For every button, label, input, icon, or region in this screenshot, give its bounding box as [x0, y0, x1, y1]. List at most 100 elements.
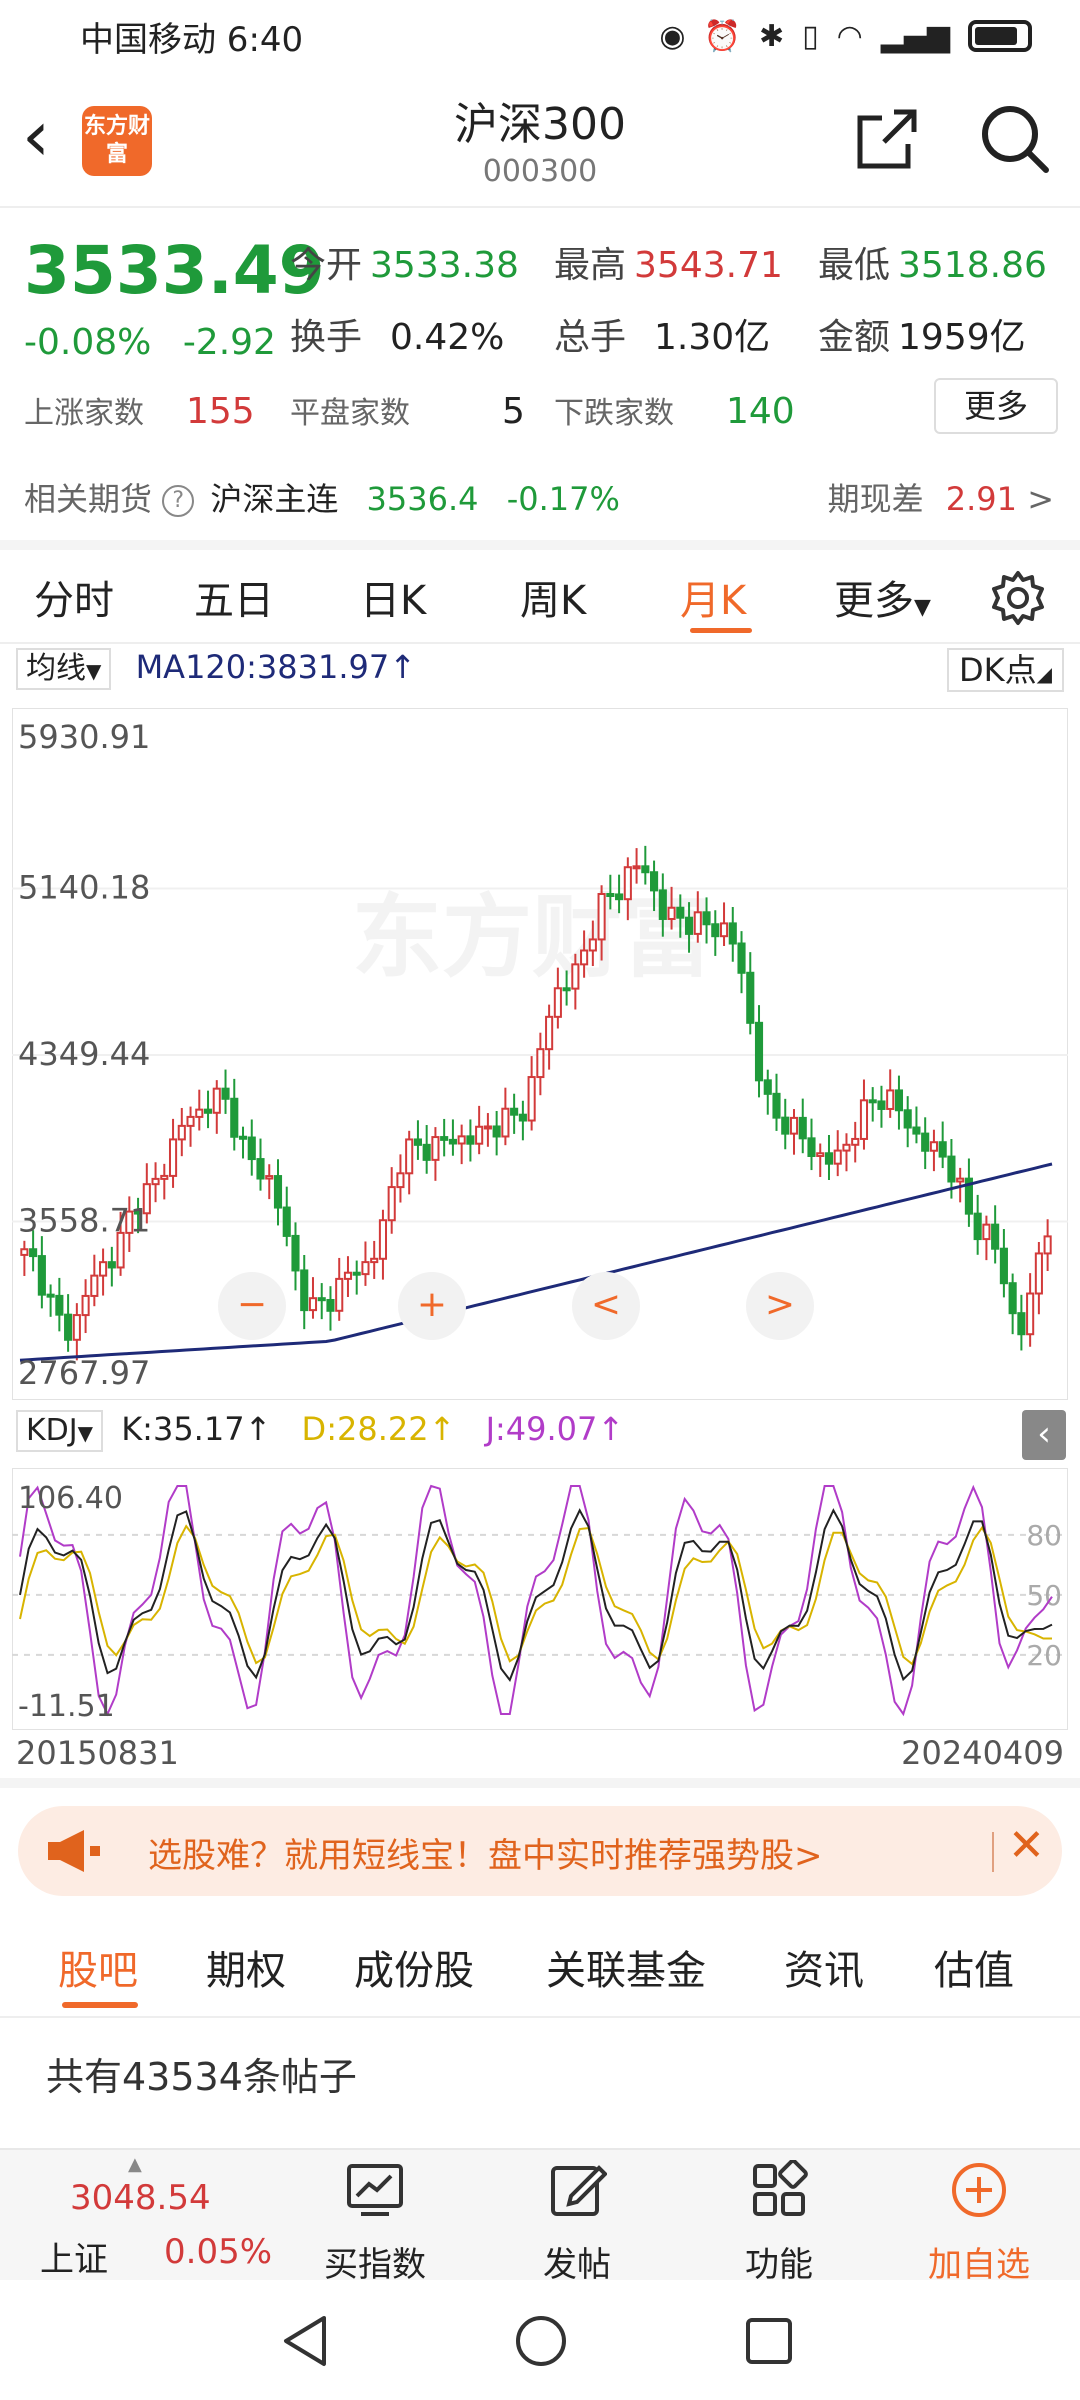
candle-body [326, 1299, 335, 1312]
close-icon[interactable]: ✕ [1008, 1820, 1045, 1871]
chart-control-label[interactable]: − [237, 1284, 267, 1325]
chart-control-button[interactable] [572, 1272, 640, 1340]
candlestick-chart[interactable]: 东方财富 5930.91 5140.18 4349.44 3558.71 2767.97… [12, 708, 1068, 1400]
candle-body [615, 893, 624, 901]
app-logo: 东方财富 [82, 106, 152, 176]
ma-bar: 均线▼ MA120:3831.97↑ [16, 648, 416, 694]
chevron-right-icon: > [1027, 480, 1054, 518]
nav-back-icon[interactable] [280, 2314, 330, 2368]
tab-news[interactable]: 资讯 [784, 1948, 864, 1994]
tab-daily-k[interactable]: 日K [360, 578, 427, 624]
tab-options[interactable]: 期权 [206, 1948, 286, 1994]
ma-selector[interactable]: 均线▼ [16, 648, 112, 690]
candle-body [763, 1079, 772, 1095]
active-tab-underline [62, 2002, 138, 2008]
up-count-field: 上涨家数 155 [24, 391, 255, 432]
candle-body [894, 1089, 904, 1112]
banner-text: 选股难？就用短线宝！盘中实时推荐强势股> [148, 1836, 823, 1876]
search-icon[interactable] [978, 102, 1050, 174]
info-tabs: 股吧 期权 成份股 关联基金 资讯 估值 [0, 1918, 1080, 2018]
candle-body [317, 1297, 326, 1302]
chart-controls: − + < > [218, 1272, 814, 1340]
candle-body [947, 1155, 956, 1183]
candle-body [562, 987, 571, 992]
ma120-line [19, 1162, 1053, 1362]
candle-body [378, 1219, 388, 1260]
ma120-value: MA120:3831.97↑ [135, 648, 417, 686]
y-tick-label: 4349.44 [18, 1035, 150, 1073]
candle-body [571, 963, 580, 990]
kline-chart-area: 均线▼ MA120:3831.97↑ DK点◢ 东方财富 5930.91 5140… [0, 648, 1080, 1772]
add-watchlist-button[interactable]: 加自选 [904, 2160, 1054, 2286]
candle-body [177, 1124, 186, 1141]
tab-guba[interactable]: 股吧 [58, 1948, 138, 1994]
tab-intraday[interactable]: 分时 [34, 578, 114, 624]
y-tick-label: 5140.18 [18, 868, 150, 906]
tab-related-funds[interactable]: 关联基金 [546, 1948, 706, 1994]
candle-body [335, 1277, 344, 1312]
flat-count-field: 平盘家数 5 [290, 391, 525, 432]
candle-body [650, 871, 659, 892]
status-bar: 中国移动 6:40 ◉ ⏰ ✱ ▯ ◠ ▂▄▆ [0, 0, 1080, 72]
grid-apps-icon [753, 2159, 808, 2216]
candle-body [55, 1294, 64, 1316]
tab-weekly-k[interactable]: 周K [520, 578, 587, 624]
low-field: 最低 3518.86 [818, 245, 1047, 286]
back-icon[interactable]: ‹ [22, 95, 50, 177]
related-futures-row[interactable]: 相关期货 ? 沪深主连 3536.4 -0.17% [24, 480, 620, 518]
dk-point-button[interactable]: DK点◢ [946, 648, 1064, 692]
chart-control-label[interactable]: + [417, 1284, 447, 1325]
tab-constituents[interactable]: 成份股 [354, 1948, 474, 1994]
stock-code: 000300 [482, 154, 598, 189]
candle-body [938, 1141, 947, 1158]
settings-icon[interactable] [990, 570, 1046, 626]
candle-body [536, 1048, 545, 1079]
tab-valuation[interactable]: 估值 [934, 1948, 1014, 1994]
system-nav-bar [0, 2280, 1080, 2400]
candle-body [632, 865, 641, 870]
candle-body [746, 971, 755, 1024]
candle-body [387, 1186, 396, 1222]
more-quote-button[interactable]: 更多 [934, 378, 1058, 434]
candle-body [151, 1177, 160, 1186]
buy-index-button[interactable]: 买指数 [300, 2160, 450, 2286]
candle-body [405, 1138, 414, 1175]
divider [0, 1778, 1080, 1788]
candle-body [597, 892, 606, 941]
chart-control-label[interactable]: < [591, 1284, 621, 1325]
divider [0, 2016, 1080, 2018]
candle-body [492, 1125, 501, 1138]
tab-monthly-k[interactable]: 月K [680, 578, 747, 624]
candle-body [501, 1107, 510, 1138]
chart-control-button[interactable] [746, 1272, 814, 1340]
y-tick-labels: 5930.91 5140.18 4349.44 3558.71 2767.97 [18, 718, 150, 1392]
chart-control-label[interactable]: > [765, 1284, 795, 1325]
kdj-selector[interactable]: KDJ▼ [16, 1410, 104, 1452]
collapse-indicator-button[interactable]: ‹ [1022, 1410, 1066, 1460]
promo-banner[interactable]: 选股难？就用短线宝！盘中实时推荐强势股> ✕ [18, 1806, 1062, 1896]
candle-body [580, 949, 589, 966]
candle-body [20, 1248, 29, 1256]
vibrate-icon: ▯ [802, 18, 819, 54]
help-icon[interactable]: ? [162, 485, 195, 517]
candle-body [903, 1109, 912, 1129]
tab-five-day[interactable]: 五日 [194, 578, 274, 624]
post-button[interactable]: 发帖 [502, 2160, 652, 2286]
nav-recents-icon[interactable] [744, 2316, 794, 2366]
candle-body [1026, 1292, 1035, 1336]
basis-field[interactable]: 期现差 2.91 > [827, 480, 1054, 518]
alarm-icon: ⏰ [703, 18, 741, 54]
candle-body [457, 1135, 466, 1145]
candle-body [816, 1152, 825, 1157]
function-button[interactable]: 功能 [704, 2159, 854, 2286]
candle-body [676, 906, 685, 919]
candle-body [606, 892, 615, 897]
kdj-bar: KDJ▼ K:35.17↑ D:28.22↑ J:49.07↑ [16, 1410, 624, 1452]
nav-home-icon[interactable] [514, 2314, 568, 2368]
chart-control-button[interactable] [398, 1272, 466, 1340]
chart-control-button[interactable] [218, 1272, 286, 1340]
candle-body [1043, 1235, 1052, 1255]
tab-more[interactable]: 更多▼ [834, 578, 931, 624]
share-icon[interactable] [856, 108, 918, 170]
